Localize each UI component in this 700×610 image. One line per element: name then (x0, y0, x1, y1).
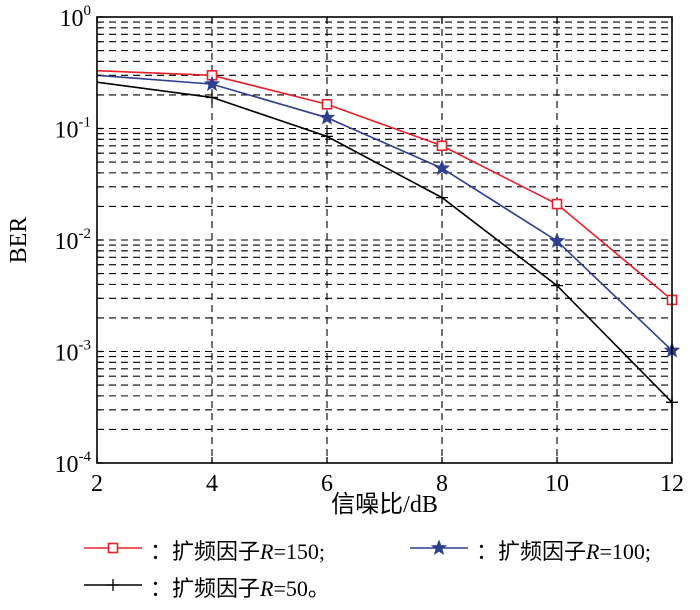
series-line-r100 (96, 74, 673, 352)
ber-chart: 2 4 6 8 10 12 100 10-1 10-2 10-3 10-4 BER 信噪比/dB (6, 3, 685, 518)
marker-square (321, 98, 333, 110)
y-tick-label: 10-4 (55, 449, 92, 478)
marker-star (430, 539, 448, 555)
legend-label-r50: ：扩频因子R=50。 (150, 576, 330, 601)
series-layer (96, 69, 681, 409)
y-tick-label: 10-3 (55, 338, 92, 367)
series-r150 (96, 69, 678, 306)
x-tick-label: 12 (660, 471, 684, 497)
series-line-r50 (96, 81, 673, 403)
marker-star (203, 75, 221, 92)
x-tick-label: 2 (91, 471, 103, 497)
series-r100 (96, 74, 681, 358)
legend-swatch-r100 (410, 539, 468, 555)
marker-star (318, 109, 336, 125)
marker-plus (436, 191, 448, 204)
x-tick-label: 4 (206, 471, 218, 497)
legend-swatch-r50 (84, 579, 142, 591)
axis-ticks: 2 4 6 8 10 12 100 10-1 10-2 10-3 10-4 (55, 3, 685, 497)
legend-label-r100: ：扩频因子R=100; (476, 539, 651, 564)
x-tick-label: 10 (545, 471, 569, 497)
marker-square (551, 198, 563, 210)
marker-square (107, 542, 119, 554)
legend-row-2: ：扩频因子R=50。 (0, 570, 700, 601)
marker-star (548, 232, 566, 248)
marker-plus (321, 130, 333, 143)
marker-plus (206, 91, 218, 104)
grid-lines (97, 17, 672, 463)
legend-row-1: ：扩频因子R=150; ：扩频因子R=100; (0, 533, 700, 564)
series-line-r150 (96, 69, 673, 301)
legend-label-r150: ：扩频因子R=150; (150, 539, 325, 564)
y-axis-label: BER (6, 217, 32, 264)
y-tick-label: 10-1 (55, 115, 92, 144)
y-tick-label: 10-2 (55, 226, 92, 255)
x-tick-label: 8 (436, 471, 448, 497)
y-tick-label: 100 (60, 3, 92, 32)
legend-swatch-r150 (84, 542, 142, 554)
marker-square (436, 140, 448, 152)
x-axis-label: 信噪比/dB (331, 491, 438, 518)
marker-star (433, 159, 451, 176)
marker-plus (551, 279, 563, 292)
x-tick-label: 6 (321, 471, 333, 497)
marker-plus (107, 579, 119, 591)
